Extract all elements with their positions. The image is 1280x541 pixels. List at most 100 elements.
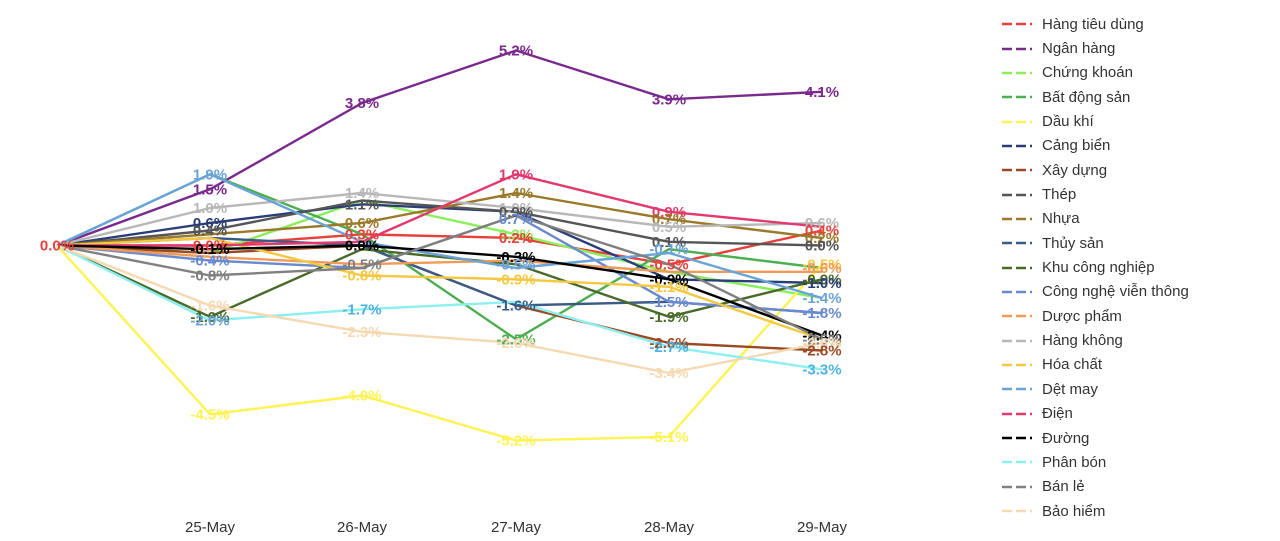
legend-label: Công nghệ viễn thông (1042, 283, 1189, 301)
legend-item: Bán lẻ (1000, 475, 1270, 499)
x-tick-label: 27-May (491, 519, 542, 536)
data-label: -0.4% (190, 253, 229, 270)
legend-item: Hàng tiêu dùng (1000, 12, 1270, 36)
data-label: 3.9% (652, 91, 686, 108)
legend-item: Phân bón (1000, 450, 1270, 474)
data-label: 3.8% (345, 95, 379, 112)
data-label: -2.0% (190, 313, 229, 330)
data-label: -2.6% (649, 335, 688, 352)
series-line (56, 244, 823, 318)
legend-label: Dệt may (1042, 380, 1098, 398)
data-label: 4.1% (805, 84, 839, 101)
line-chart: 1.9%1.5%1.0%0.6%0.4%0.0%-0.1%-0.4%-0.8%-… (40, 43, 848, 537)
legend-swatch (1002, 47, 1032, 50)
legend-item: Thủy sản (1000, 231, 1270, 255)
x-tick-label: 29-May (797, 519, 848, 536)
data-label: -2.6% (496, 335, 535, 352)
legend-swatch (1002, 95, 1032, 99)
data-label: 0.4% (193, 223, 227, 240)
legend-item: Nhựa (1000, 207, 1270, 231)
data-label: 0.6% (345, 215, 379, 232)
data-label: 1.0% (499, 200, 533, 217)
series-line (56, 236, 823, 341)
legend-item: Điện (1000, 402, 1270, 426)
legend-swatch (1002, 193, 1032, 196)
data-label: 0.5% (652, 219, 686, 236)
data-label: 0.3% (499, 226, 533, 243)
series-line (56, 244, 823, 442)
legend-label: Hàng không (1042, 332, 1123, 350)
data-label: -2.4% (802, 328, 841, 345)
data-label: -3.3% (802, 361, 841, 378)
legend-swatch (1002, 266, 1032, 269)
series-line (56, 244, 823, 337)
data-label: 0.9% (499, 204, 533, 221)
data-label: -0.8% (342, 268, 381, 285)
legend-swatch (1002, 436, 1032, 440)
data-label: 1.4% (499, 185, 533, 202)
legend-label: Ngân hàng (1042, 40, 1116, 58)
data-label: -0.6% (802, 260, 841, 277)
data-label: -2.6% (802, 335, 841, 352)
data-label: -1.6% (190, 298, 229, 315)
data-label: -2.7% (649, 339, 688, 356)
origin-label: 0.0% (40, 238, 74, 255)
legend-item: Dược phẩm (1000, 304, 1270, 328)
legend-label: Điện (1042, 405, 1073, 423)
data-label: 1.9% (499, 166, 533, 183)
legend-label: Thép (1042, 186, 1077, 204)
legend-swatch (1002, 388, 1032, 391)
data-label: 0.7% (652, 211, 686, 228)
legend-label: Bán lẻ (1042, 478, 1085, 496)
legend-label: Chứng khoán (1042, 64, 1133, 82)
series-line (57, 173, 823, 247)
legend-swatch (1002, 290, 1032, 294)
legend-swatch (1002, 22, 1032, 26)
legend-item: Bảo hiểm (1000, 499, 1270, 523)
data-label: -5.2% (496, 433, 535, 450)
x-tick-label: 25-May (185, 519, 236, 536)
legend-item: Hóa chất (1000, 353, 1270, 377)
data-label: 1.0% (193, 200, 227, 217)
legend-label: Thủy sản (1042, 234, 1104, 252)
legend-label: Dầu khí (1042, 113, 1094, 131)
series-line (56, 244, 822, 273)
legend-item: Chứng khoán (1000, 61, 1270, 85)
data-label: 0.3% (345, 226, 379, 243)
x-tick-label: 28-May (644, 519, 695, 536)
legend-label: Phân bón (1042, 453, 1107, 471)
series-line (56, 191, 823, 247)
data-label: -1.8% (802, 305, 841, 322)
legend-swatch (1002, 144, 1032, 148)
data-label: 0.4% (805, 223, 839, 240)
data-label: 1.9% (193, 166, 227, 183)
data-label: 0.2% (805, 230, 839, 247)
data-label: -0.5% (496, 256, 535, 273)
data-label: -0.3% (496, 249, 535, 266)
legend-item: Ngân hàng (1000, 36, 1270, 60)
data-label: 1.1% (345, 196, 379, 213)
legend-swatch (1002, 315, 1032, 318)
data-label: -0.9% (649, 271, 688, 288)
data-label: 0.9% (652, 204, 686, 221)
legend-swatch (1002, 217, 1032, 221)
series-line (56, 49, 823, 247)
data-label: -0.1% (649, 241, 688, 258)
legend-item: Thép (1000, 182, 1270, 206)
data-label: -1.5% (649, 294, 688, 311)
data-label: 0.7% (499, 211, 533, 228)
legend-swatch (1002, 485, 1032, 488)
legend-item: Bất động sản (1000, 85, 1270, 109)
data-label: 0.6% (193, 215, 227, 232)
data-label: -4.0% (342, 388, 381, 405)
data-label: -5.1% (649, 429, 688, 446)
x-axis: 25-May 26-May 27-May 28-May 29-May (185, 519, 848, 536)
legend-item: Công nghệ viễn thông (1000, 280, 1270, 304)
data-label: -4.5% (190, 406, 229, 423)
series-line (56, 214, 823, 341)
data-label: -0.9% (496, 271, 535, 288)
data-label: -1.4% (802, 290, 841, 307)
data-label: -1.9% (190, 309, 229, 326)
legend-item: Cảng biển (1000, 134, 1270, 158)
legend-swatch (1002, 461, 1032, 464)
